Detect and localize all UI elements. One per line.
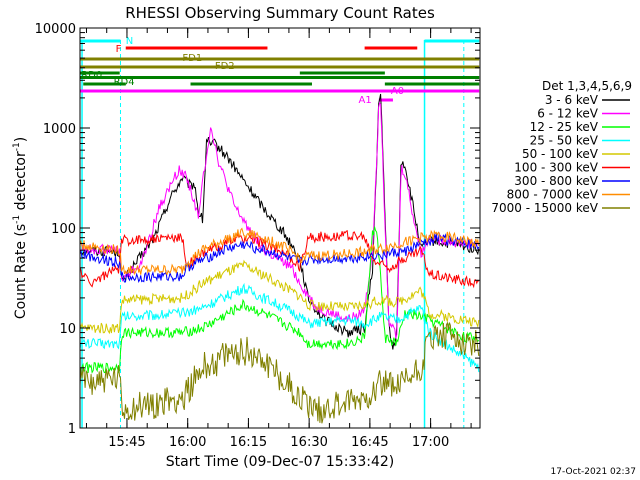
flag-label: A0 — [391, 86, 404, 97]
flag-label: FD1 — [182, 53, 202, 64]
y-tick-label: 1000 — [43, 122, 76, 137]
y-axis-label: Count Rate (s-1 detector-1) — [12, 137, 29, 319]
flag-label: N — [126, 36, 133, 47]
legend-label: 300 - 800 keV — [514, 174, 598, 188]
legend-label: 25 - 50 keV — [530, 134, 599, 148]
x-axis: 15:45 16:00 16:15 16:30 16:45 17:00 — [85, 28, 472, 450]
flag-label: RD4 — [114, 77, 135, 88]
series-line-2 — [79, 226, 480, 374]
y-tick-label: 1 — [68, 422, 76, 437]
series-line-7 — [79, 227, 480, 276]
x-tick-label: 16:00 — [169, 435, 206, 450]
legend-label: 100 - 300 keV — [514, 161, 598, 175]
legend-label: 7000 - 15000 keV — [491, 201, 598, 215]
y-tick-label: 10000 — [35, 22, 76, 37]
x-axis-label: Start Time (09-Dec-07 15:33:42) — [166, 454, 394, 470]
x-tick-label: 15:45 — [108, 435, 145, 450]
legend-label: 800 - 7000 keV — [507, 188, 599, 202]
flag-label: A1 — [359, 95, 372, 106]
flag-bars: NF FD1 FD2 RD0 RD4 A1 A0 — [80, 36, 480, 428]
series-line-4 — [79, 259, 480, 335]
legend-label: 12 - 25 keV — [530, 120, 599, 134]
series-line-6 — [79, 231, 480, 284]
series-line-3 — [79, 282, 480, 373]
series-lines — [79, 93, 480, 424]
series-line-8 — [79, 321, 480, 424]
flag-label: FD2 — [215, 61, 235, 72]
timestamp: 17-Oct-2021 02:37 — [551, 467, 636, 477]
x-tick-label: 17:00 — [412, 435, 449, 450]
legend-label: 3 - 6 keV — [545, 93, 599, 107]
y-axis: 1 10 100 1000 10000 — [35, 22, 480, 437]
chart-title: RHESSI Observing Summary Count Rates — [125, 4, 435, 22]
y-tick-label: 100 — [51, 222, 76, 237]
legend-label: 50 - 100 keV — [522, 147, 599, 161]
series-line-1 — [79, 101, 480, 339]
x-tick-label: 16:45 — [351, 435, 388, 450]
x-tick-label: 16:30 — [290, 435, 327, 450]
x-tick-label: 16:15 — [230, 435, 267, 450]
flag-label: F — [116, 44, 122, 55]
legend-label: 6 - 12 keV — [537, 107, 599, 121]
y-tick-label: 10 — [59, 322, 76, 337]
flag-label: RD0 — [81, 70, 102, 81]
legend-title: Det 1,3,4,5,6,9 — [542, 79, 632, 93]
